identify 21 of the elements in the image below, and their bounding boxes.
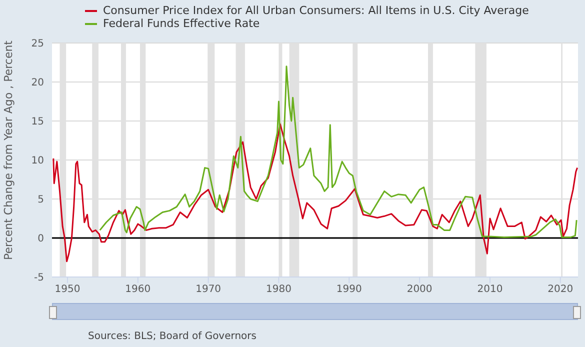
x-tick-label: 1990 xyxy=(336,284,362,296)
y-tick-label: 25 xyxy=(31,38,44,50)
source-note: Sources: BLS; Board of Governors xyxy=(88,331,256,342)
y-axis-title: Percent Change from Year Ago , Percent xyxy=(2,40,15,260)
x-tick-label: 1960 xyxy=(125,284,151,296)
x-tick-label: 1950 xyxy=(54,284,80,296)
legend-label: Consumer Price Index for All Urban Consumers: All Items in U.S. City Average xyxy=(103,4,529,17)
line-series xyxy=(99,66,578,238)
x-tick-label: 1980 xyxy=(266,284,292,296)
x-tick-label: 2020 xyxy=(548,284,574,296)
legend-label: Federal Funds Effective Rate xyxy=(103,17,260,30)
line-series xyxy=(52,123,578,262)
y-tick-label: 10 xyxy=(31,156,44,167)
x-tick-label: 2000 xyxy=(406,284,432,296)
y-tick-label: 20 xyxy=(31,78,44,89)
y-tick-label: 0 xyxy=(38,234,44,245)
y-tick-label: 5 xyxy=(38,194,44,206)
y-tick-label: 15 xyxy=(31,116,44,128)
y-tick-label: -5 xyxy=(34,272,44,284)
x-tick-label: 1970 xyxy=(196,284,222,296)
x-tick-label: 2010 xyxy=(477,284,503,296)
